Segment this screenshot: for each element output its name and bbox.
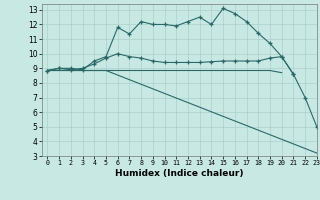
- X-axis label: Humidex (Indice chaleur): Humidex (Indice chaleur): [115, 169, 244, 178]
